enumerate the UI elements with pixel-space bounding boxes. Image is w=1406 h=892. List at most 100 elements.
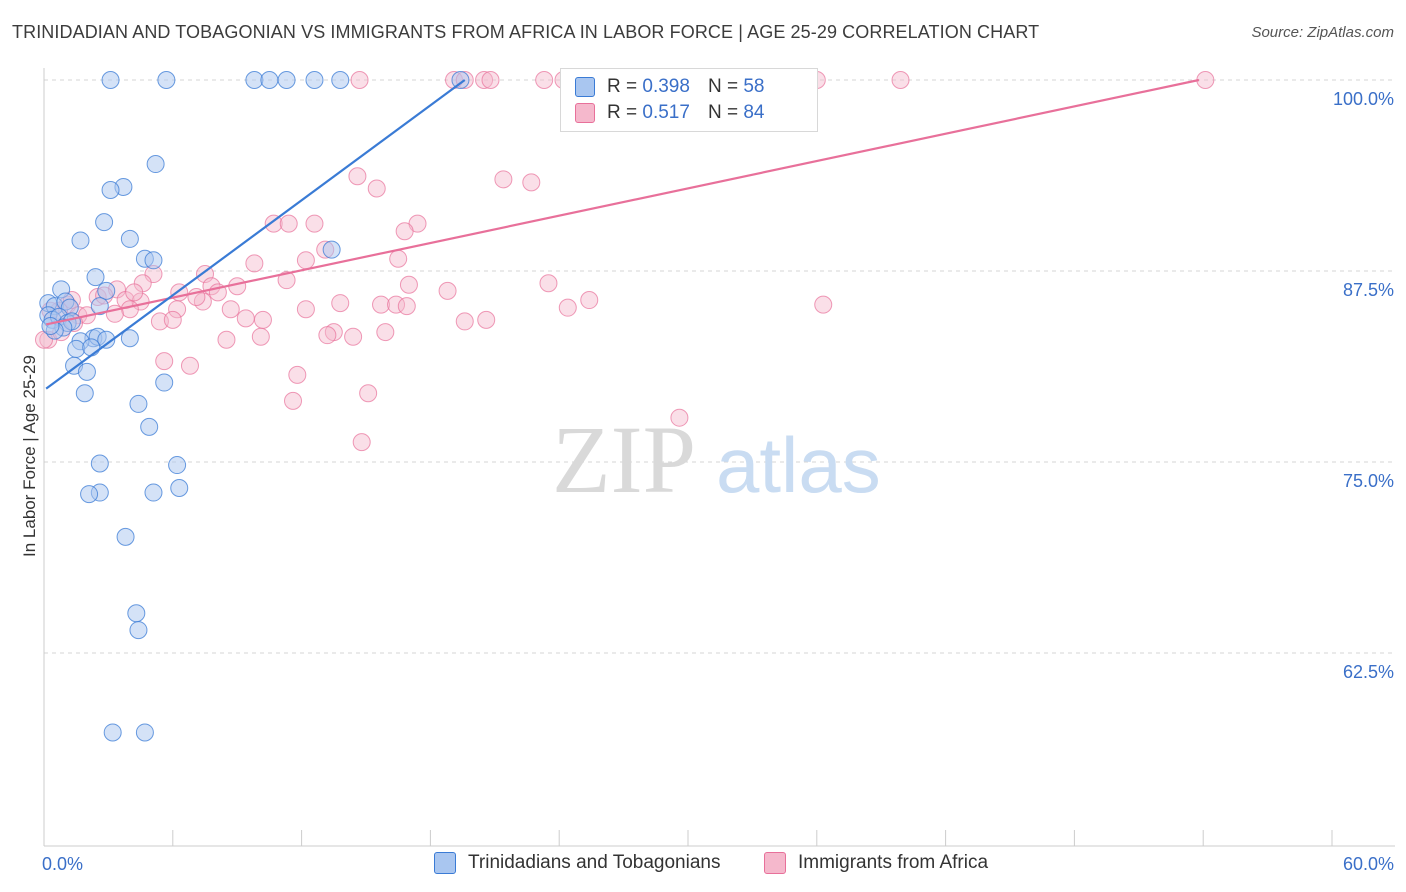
data-point-trinidadians xyxy=(144,483,163,502)
data-point-trinidadians xyxy=(101,181,120,200)
data-point-immigrants-africa xyxy=(389,249,408,268)
data-point-immigrants-africa xyxy=(350,71,369,89)
source-label: Source: ZipAtlas.com xyxy=(1251,24,1394,41)
data-point-immigrants-africa xyxy=(348,167,367,186)
data-point-trinidadians xyxy=(82,338,101,357)
y-tick-label: 62.5% xyxy=(1343,662,1394,682)
data-point-immigrants-africa xyxy=(221,300,240,319)
data-point-immigrants-africa xyxy=(438,281,457,300)
watermark: ZIP atlas xyxy=(552,406,881,513)
legend-row-blue: R = 0.398 N = 58 xyxy=(575,75,764,99)
legend-n-value: 58 xyxy=(743,76,765,97)
data-point-immigrants-africa xyxy=(125,283,144,302)
data-point-immigrants-africa xyxy=(236,309,255,328)
data-point-trinidadians xyxy=(135,723,154,742)
data-point-immigrants-africa xyxy=(120,300,139,319)
data-point-immigrants-africa xyxy=(253,310,272,329)
x-tick-label: 60.0% xyxy=(1343,854,1394,874)
data-point-immigrants-africa xyxy=(522,173,541,192)
data-point-trinidadians xyxy=(157,71,176,89)
y-tick-label: 75.0% xyxy=(1343,471,1394,491)
trend-line-immigrants-africa xyxy=(45,78,1200,326)
legend-r-value: 0.517 xyxy=(642,102,690,123)
data-point-trinidadians xyxy=(101,71,120,89)
correlation-legend: R = 0.398 N = 58 R = 0.517 N = 84 xyxy=(560,68,818,132)
y-tick-label: 100.0% xyxy=(1333,89,1394,109)
data-point-immigrants-africa xyxy=(359,384,378,403)
trend-line-trinidadians xyxy=(45,79,466,390)
legend-n-value: 84 xyxy=(743,102,765,123)
data-point-immigrants-africa xyxy=(455,312,474,331)
data-point-immigrants-africa xyxy=(217,330,236,349)
data-point-immigrants-africa xyxy=(399,275,418,294)
data-point-trinidadians xyxy=(129,621,148,640)
data-point-trinidadians xyxy=(120,229,139,248)
legend-label-immigrants-africa: Immigrants from Africa xyxy=(798,852,989,873)
data-point-trinidadians xyxy=(277,71,296,89)
data-point-immigrants-africa xyxy=(150,312,169,331)
data-point-immigrants-africa xyxy=(245,254,264,273)
axes xyxy=(43,68,1395,847)
data-point-immigrants-africa xyxy=(891,71,910,89)
data-point-immigrants-africa xyxy=(494,170,513,189)
data-point-immigrants-africa xyxy=(344,327,363,346)
watermark-zip: ZIP xyxy=(552,406,696,513)
data-point-trinidadians xyxy=(168,456,187,475)
data-point-trinidadians xyxy=(86,268,105,287)
data-point-trinidadians xyxy=(322,240,341,259)
data-point-trinidadians xyxy=(170,478,189,497)
data-point-immigrants-africa xyxy=(180,356,199,375)
data-point-trinidadians xyxy=(116,527,135,546)
data-point-immigrants-africa xyxy=(481,71,500,89)
chart-title: TRINIDADIAN AND TOBAGONIAN VS IMMIGRANTS… xyxy=(12,22,1040,42)
data-point-immigrants-africa xyxy=(279,214,298,233)
data-point-trinidadians xyxy=(97,330,116,349)
data-point-immigrants-africa xyxy=(296,251,315,270)
data-point-trinidadians xyxy=(71,231,90,250)
data-point-trinidadians xyxy=(41,317,60,336)
legend-n-label: N = xyxy=(707,102,739,123)
legend-r-value: 0.398 xyxy=(642,76,690,97)
data-point-trinidadians xyxy=(140,417,159,436)
data-point-immigrants-africa xyxy=(264,214,283,233)
data-point-trinidadians xyxy=(305,71,324,89)
data-point-immigrants-africa xyxy=(155,352,174,371)
data-point-immigrants-africa xyxy=(305,214,324,233)
data-point-trinidadians xyxy=(144,251,163,270)
data-point-immigrants-africa xyxy=(352,433,371,452)
data-point-trinidadians xyxy=(75,384,94,403)
data-point-immigrants-africa xyxy=(163,310,182,329)
data-point-immigrants-africa xyxy=(296,300,315,319)
legend-r-label: R = xyxy=(607,102,638,123)
data-point-trinidadians xyxy=(90,297,109,316)
data-point-immigrants-africa xyxy=(475,71,494,89)
data-point-immigrants-africa xyxy=(376,323,395,342)
data-point-immigrants-africa xyxy=(331,294,350,313)
legend-row-pink: R = 0.517 N = 84 xyxy=(575,101,764,125)
data-point-immigrants-africa xyxy=(558,298,577,317)
data-point-immigrants-africa xyxy=(372,295,391,314)
series-legend: Trinidadians and Tobagonians Immigrants … xyxy=(0,852,1406,878)
data-point-immigrants-africa xyxy=(1196,71,1215,89)
legend-r-label: R = xyxy=(607,76,638,97)
data-point-immigrants-africa xyxy=(670,408,689,427)
legend-label-trinidadians: Trinidadians and Tobagonians xyxy=(468,852,721,873)
legend-item-trinidadians: Trinidadians and Tobagonians xyxy=(434,852,720,874)
legend-n-label: N = xyxy=(707,76,739,97)
x-tick-label: 0.0% xyxy=(42,854,83,874)
data-point-trinidadians xyxy=(129,394,148,413)
data-point-trinidadians xyxy=(146,155,165,174)
data-point-immigrants-africa xyxy=(535,71,554,89)
data-point-immigrants-africa xyxy=(477,310,496,329)
data-point-immigrants-africa xyxy=(367,179,386,198)
tick-labels: 62.5% 75.0% 87.5% 100.0% 0.0% 60.0% xyxy=(42,89,1394,874)
trend-lines xyxy=(45,78,1200,390)
data-point-immigrants-africa xyxy=(539,274,558,293)
data-point-trinidadians xyxy=(103,723,122,742)
data-point-trinidadians xyxy=(331,71,350,89)
data-point-trinidadians xyxy=(120,329,139,348)
data-point-immigrants-africa xyxy=(580,291,599,310)
legend-swatch-blue xyxy=(575,77,595,97)
series-trinidadians-and-tobagonians xyxy=(39,71,470,742)
